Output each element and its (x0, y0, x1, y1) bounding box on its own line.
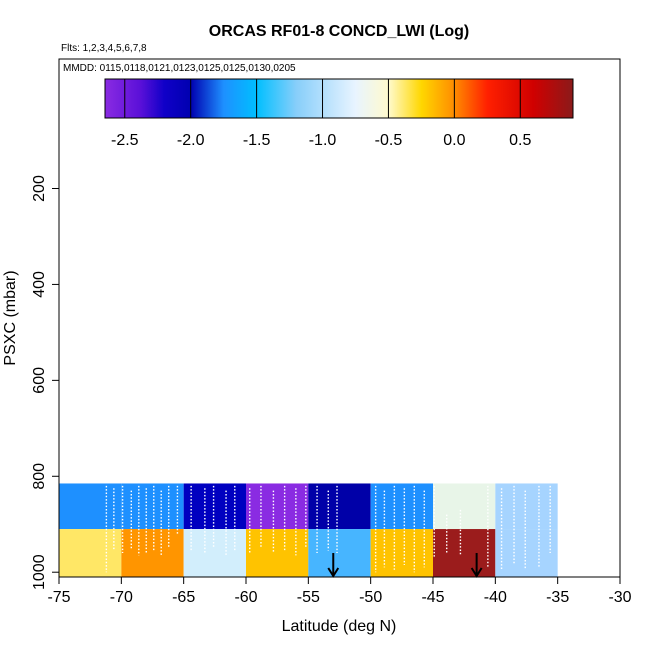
heatmap-cell (121, 529, 184, 577)
y-tick-label: 600 (31, 367, 48, 394)
x-tick-label: -50 (359, 589, 382, 606)
y-axis-label: PSXC (mbar) (2, 270, 19, 365)
heatmap-cell (246, 483, 309, 530)
heatmap-cells (59, 483, 558, 577)
heatmap-cell (246, 529, 309, 577)
heatmap-cell (59, 483, 122, 530)
colorbar-tick-label: -2.0 (177, 132, 205, 149)
colorbar-tick-label: -2.5 (111, 132, 139, 149)
flight-tracks (105, 485, 551, 573)
x-axis-label: Latitude (deg N) (282, 618, 397, 635)
x-tick-label: -35 (546, 589, 569, 606)
heatmap-cell (308, 529, 371, 577)
x-tick-label: -65 (172, 589, 195, 606)
y-tick-label: 800 (31, 463, 48, 490)
heatmap-cell (495, 529, 558, 577)
heatmap-cell (183, 529, 246, 577)
arrow-markers (327, 553, 483, 578)
heatmap-cell (433, 529, 496, 577)
y-tick-label: 1000 (31, 554, 48, 590)
dates-subtitle: MMDD: 0115,0118,0121,0123,0125,0125,0130… (63, 63, 296, 74)
chart-title: ORCAS RF01-8 CONCD_LWI (Log) (209, 23, 469, 40)
heatmap-cell (308, 483, 371, 530)
heatmap-cell (121, 483, 184, 530)
colorbar-tick-label: 0.0 (443, 132, 465, 149)
arrow-head (470, 567, 483, 578)
x-tick-label: -70 (110, 589, 133, 606)
heatmap-cell (433, 483, 496, 530)
y-tick-label: 400 (31, 271, 48, 298)
heatmap-cell (370, 483, 433, 530)
colorbar-tick-label: -0.5 (375, 132, 403, 149)
x-axis: -75 -70 -65 -60 -55 -50 -45 -40 -35 -30 (47, 576, 632, 606)
x-tick-label: -60 (234, 589, 257, 606)
y-axis: 200 400 600 800 1000 (31, 175, 60, 590)
x-tick-label: -55 (297, 589, 320, 606)
heatmap-cell (183, 483, 246, 530)
x-tick-label: -30 (608, 589, 631, 606)
colorbar-tick-label: -1.5 (243, 132, 271, 149)
colorbar-tick-label: 0.5 (509, 132, 531, 149)
colorbar-ticks: -2.5 -2.0 -1.5 -1.0 -0.5 0.0 0.5 (111, 79, 531, 149)
colorbar-gradient (104, 78, 574, 119)
colorbar-tick-label: -1.0 (309, 132, 337, 149)
arrow-head (327, 567, 340, 578)
heatmap-cell (495, 483, 558, 530)
x-tick-label: -45 (421, 589, 444, 606)
heatmap-cell (370, 529, 433, 577)
x-tick-label: -40 (484, 589, 507, 606)
x-tick-label: -75 (47, 589, 70, 606)
colorbar: -2.5 -2.0 -1.5 -1.0 -0.5 0.0 0.5 (104, 78, 574, 149)
flights-subtitle: Flts: 1,2,3,4,5,6,7,8 (61, 43, 147, 54)
heatmap-cell (59, 529, 122, 577)
y-tick-label: 200 (31, 175, 48, 202)
